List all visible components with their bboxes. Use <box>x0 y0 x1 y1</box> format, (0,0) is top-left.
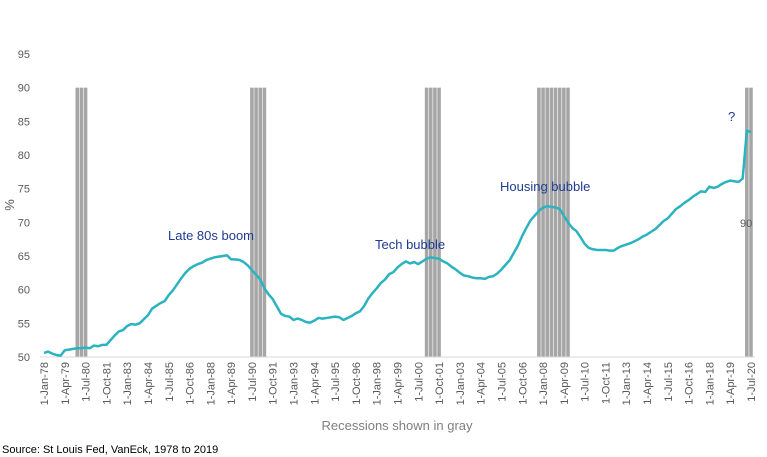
x-tick-label: 1-Apr-84 <box>143 362 155 405</box>
recession-bar <box>545 87 549 358</box>
x-tick-label: 1-Oct-86 <box>185 362 197 405</box>
x-tick-label: 1-Apr-89 <box>226 362 238 405</box>
recession-bar <box>258 87 263 358</box>
y-tick-label: 50 <box>18 352 30 364</box>
annotation: Tech bubble <box>375 237 445 252</box>
recession-bar <box>745 87 749 358</box>
recession-bar <box>749 87 753 358</box>
x-tick-label: 1-Jul-05 <box>496 362 508 402</box>
recession-bar <box>254 87 258 358</box>
y-tick-label: 90 <box>18 83 30 95</box>
x-tick-label: 1-Jan-98 <box>372 362 384 405</box>
x-tick-label: 1-Oct-91 <box>268 362 280 405</box>
recession-bar <box>562 87 566 358</box>
x-tick-label: 1-Oct-96 <box>351 362 363 405</box>
x-tick-label: 1-Jan-03 <box>455 362 467 405</box>
source-note: Source: St Louis Fed, VanEck, 1978 to 20… <box>2 444 218 456</box>
x-tick-label: 1-Jul-15 <box>663 362 675 402</box>
y-tick-label: 65 <box>18 251 30 263</box>
y-tick-label: 60 <box>18 285 30 297</box>
y-tick-label: 80 <box>18 150 30 162</box>
x-tick-label: 1-Jul-90 <box>247 362 259 402</box>
annotation: ? <box>728 109 735 124</box>
recession-bar <box>79 87 84 358</box>
recession-bar <box>75 87 80 358</box>
x-tick-label: 1-Apr-79 <box>60 362 72 405</box>
recession-bar <box>262 87 267 358</box>
recession-bar <box>433 87 437 358</box>
recession-bar <box>250 87 254 358</box>
x-tick-label: 1-Jan-88 <box>205 362 217 405</box>
x-tick-label: 1-Jan-18 <box>704 362 716 405</box>
recession-bar <box>553 87 558 358</box>
y-tick-label: 55 <box>18 318 30 330</box>
x-tick-label: 1-Jan-78 <box>39 362 51 405</box>
annotation: Late 80s boom <box>168 228 254 243</box>
x-tick-label: 1-Jan-08 <box>538 362 550 405</box>
x-tick-label: 1-Apr-04 <box>476 362 488 405</box>
recession-bar <box>424 87 429 358</box>
recession-bar <box>541 87 545 358</box>
x-tick-label: 1-Oct-06 <box>517 362 529 405</box>
annotation: 90 <box>740 218 752 230</box>
recession-bar <box>557 87 562 358</box>
x-tick-label: 1-Jul-95 <box>330 362 342 402</box>
data-line <box>43 129 752 357</box>
x-tick-label: 1-Jul-20 <box>746 362 758 402</box>
x-tick-label: 1-Jan-83 <box>122 362 134 405</box>
x-tick-label: 1-Jul-00 <box>413 362 425 402</box>
y-tick-label: 75 <box>18 184 30 196</box>
x-tick-label: 1-Jan-13 <box>621 362 633 405</box>
y-tick-label: 70 <box>18 217 30 229</box>
recession-bar <box>83 87 88 358</box>
x-tick-label: 1-Apr-19 <box>725 362 737 405</box>
annotation: Housing bubble <box>500 179 590 194</box>
recession-bar <box>537 87 541 358</box>
x-tick-label: 1-Jul-10 <box>580 362 592 402</box>
y-tick-label: 95 <box>18 49 30 61</box>
x-tick-label: 1-Apr-94 <box>309 362 321 405</box>
y-axis-label: % <box>2 199 17 211</box>
x-axis-label: Recessions shown in gray <box>321 418 473 433</box>
recession-bar <box>428 87 433 358</box>
x-tick-label: 1-Apr-99 <box>393 362 405 405</box>
x-tick-label: 1-Oct-16 <box>684 362 696 405</box>
x-tick-label: 1-Oct-01 <box>434 362 446 405</box>
x-tick-label: 1-Oct-81 <box>101 362 113 405</box>
recession-bar <box>437 87 441 358</box>
y-tick-label: 85 <box>18 116 30 128</box>
x-tick-label: 1-Apr-14 <box>642 362 654 405</box>
x-tick-label: 1-Apr-09 <box>559 362 571 405</box>
recession-bar <box>549 87 554 358</box>
x-tick-label: 1-Jan-93 <box>289 362 301 405</box>
x-tick-label: 1-Jul-80 <box>81 362 93 402</box>
x-tick-label: 1-Jul-85 <box>164 362 176 402</box>
x-tick-label: 1-Oct-11 <box>600 362 612 404</box>
